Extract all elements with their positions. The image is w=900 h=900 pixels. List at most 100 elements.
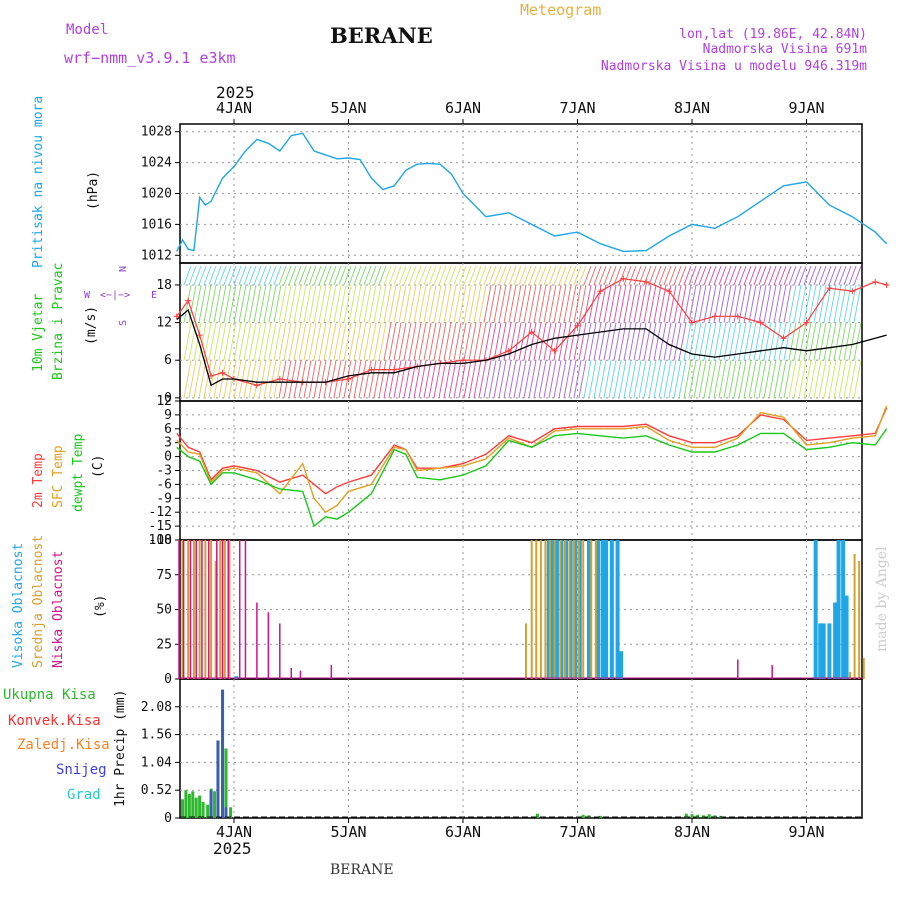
wind-hatch-stroke xyxy=(193,322,202,361)
wind-hatch-stroke xyxy=(278,265,287,286)
wind-hatch-stroke xyxy=(308,322,317,361)
wind-hatch-stroke xyxy=(208,284,217,323)
wind-hatch-stroke xyxy=(548,284,557,323)
wind-hatch-stroke xyxy=(848,322,857,361)
wind-hatch-stroke xyxy=(323,360,332,398)
wind-hatch-stroke xyxy=(343,265,352,286)
precip-bar xyxy=(684,813,688,818)
wind-hatch-stroke xyxy=(218,322,227,361)
cloud-bar xyxy=(219,540,222,679)
cloud-bar xyxy=(256,602,258,679)
cloud-bar xyxy=(600,540,605,679)
wind-hatch-stroke xyxy=(593,322,602,361)
wind-hatch-stroke xyxy=(568,265,577,286)
wind-hatch-stroke xyxy=(823,322,832,361)
wind-hatch-stroke xyxy=(253,360,262,398)
cloud-bar xyxy=(244,540,247,679)
wind-hatch-stroke xyxy=(808,360,817,398)
wind-hatch-stroke xyxy=(518,360,527,398)
wind-gust-marker xyxy=(185,297,192,304)
cloud-bar xyxy=(182,540,185,679)
cloud-bar xyxy=(841,540,846,679)
wind-hatch-stroke xyxy=(553,322,562,361)
wind-hatch-stroke xyxy=(328,322,337,361)
wind-hatch-stroke xyxy=(348,322,357,361)
wind-gust-marker xyxy=(872,278,879,285)
wind-hatch-stroke xyxy=(573,360,582,398)
wind-hatch-stroke xyxy=(843,322,852,361)
wind-hatch-stroke xyxy=(448,284,457,323)
cloud-bar xyxy=(568,540,573,679)
pressure-unit: (hPa) xyxy=(86,171,101,210)
cloud-bar xyxy=(619,651,624,679)
wind-hatch-stroke xyxy=(653,322,662,361)
wind-hatch-stroke xyxy=(538,265,547,286)
wind-hatch-stroke xyxy=(748,322,757,361)
wind-hatch-stroke xyxy=(728,322,737,361)
wind-hatch-stroke xyxy=(243,322,252,361)
wind-hatch-stroke xyxy=(833,322,842,361)
wind-hatch-stroke xyxy=(388,265,397,286)
wind-hatch-stroke xyxy=(363,284,372,323)
wind-hatch-stroke xyxy=(298,360,307,398)
wind-hatch-stroke xyxy=(573,265,582,286)
wind-hatch-stroke xyxy=(398,265,407,286)
wind-hatch-stroke xyxy=(528,322,537,361)
wind-hatch-stroke xyxy=(673,265,682,286)
wind-hatch-stroke xyxy=(243,360,252,398)
cloud-bar xyxy=(544,540,547,679)
wind-hatch-stroke xyxy=(383,360,392,398)
cloud-bar xyxy=(573,540,576,679)
wind-hatch-stroke xyxy=(768,360,777,398)
wind-hatch-stroke xyxy=(473,284,482,323)
wind-hatch-stroke xyxy=(748,360,757,398)
wind-ytick-label: 0 xyxy=(164,391,172,406)
cloud-bar xyxy=(228,540,231,679)
wind-hatch-stroke xyxy=(583,322,592,361)
wind-hatch-stroke xyxy=(313,360,322,398)
cloud-ylabel-high: Visoka Oblacnost xyxy=(11,543,26,668)
wind-hatch-stroke xyxy=(433,284,442,323)
wind-hatch-stroke xyxy=(248,360,257,398)
cloud-bar xyxy=(853,553,856,679)
wind-hatch-stroke xyxy=(523,265,532,286)
wind-gust-marker xyxy=(666,288,673,295)
wind-hatch-stroke xyxy=(523,322,532,361)
wind-hatch-stroke xyxy=(563,284,572,323)
temperature-ytick-label: -6 xyxy=(156,477,172,492)
wind-hatch-stroke xyxy=(718,322,727,361)
wind-hatch-stroke xyxy=(218,265,227,286)
xtick-label-top: 7JAN xyxy=(559,99,595,117)
wind-hatch-stroke xyxy=(448,360,457,398)
wind-hatch-stroke xyxy=(548,322,557,361)
wind-hatch-stroke xyxy=(313,265,322,286)
wind-hatch-stroke xyxy=(823,284,832,323)
cloud-bar xyxy=(549,540,552,679)
wind-hatch-stroke xyxy=(448,265,457,286)
wind-hatch-stroke xyxy=(718,360,727,398)
cloud-bar xyxy=(590,540,593,679)
cloud-bar xyxy=(596,540,601,679)
wind-hatch-stroke xyxy=(573,284,582,323)
wind-hatch-stroke xyxy=(563,360,572,398)
wind-gust-marker xyxy=(883,281,890,288)
wind-hatch-stroke xyxy=(488,284,497,323)
wind-hatch-stroke xyxy=(408,322,417,361)
wind-hatch-stroke xyxy=(213,284,222,323)
cloud-bar xyxy=(564,540,569,679)
wind-hatch-stroke xyxy=(688,322,697,361)
wind-hatch-stroke xyxy=(618,360,627,398)
wind-hatch-stroke xyxy=(273,284,282,323)
wind-hatch-stroke xyxy=(548,265,557,286)
wind-hatch-stroke xyxy=(723,322,732,361)
precip-unit: 1hr Precip (mm) xyxy=(113,690,128,807)
precipitation-panel: 0 0.52 1.04 1.56 2.08 xyxy=(141,678,863,826)
wind-hatch-stroke xyxy=(668,322,677,361)
wind-hatch-stroke xyxy=(358,322,367,361)
wind-hatch-stroke xyxy=(608,265,617,286)
wind-hatch-stroke xyxy=(213,360,222,398)
wind-hatch-stroke xyxy=(743,360,752,398)
precipitation-ytick-label: 2.08 xyxy=(141,700,172,715)
precipitation-ytick-label: 1.04 xyxy=(141,755,172,770)
wind-hatch-stroke xyxy=(623,284,632,323)
